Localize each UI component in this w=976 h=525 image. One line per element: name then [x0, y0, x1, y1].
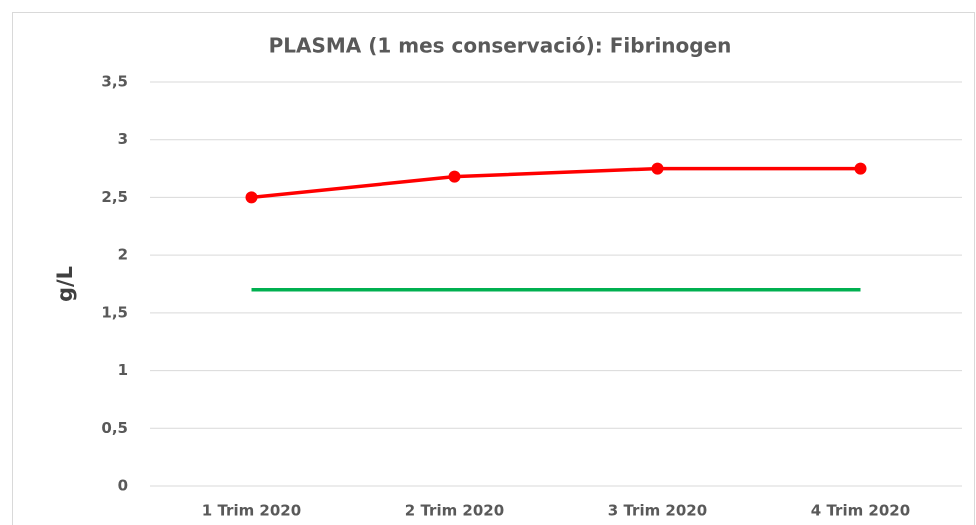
data-point: [448, 170, 461, 183]
x-tick-label: 1 Trim 2020: [202, 502, 301, 520]
chart-border: [12, 12, 975, 525]
data-point: [245, 191, 258, 204]
series-line: [251, 166, 861, 200]
y-tick-label: 0: [118, 477, 128, 495]
y-tick-label: 3,5: [101, 73, 128, 91]
y-axis-title: g/L: [53, 266, 77, 302]
y-tick-label: 2,5: [101, 188, 128, 206]
x-tick-label: 4 Trim 2020: [811, 502, 910, 520]
y-tick-label: 3: [118, 130, 128, 148]
x-tick-label: 2 Trim 2020: [405, 502, 504, 520]
y-tick-label: 1,5: [101, 303, 128, 321]
data-point: [651, 162, 664, 175]
chart-title: PLASMA (1 mes conservació): Fibrinogen: [269, 34, 732, 58]
y-tick-label: 0,5: [101, 419, 128, 437]
y-tick-label: 1: [118, 361, 128, 379]
x-tick-label: 3 Trim 2020: [608, 502, 707, 520]
data-point: [854, 162, 867, 175]
y-tick-label: 2: [118, 246, 128, 264]
